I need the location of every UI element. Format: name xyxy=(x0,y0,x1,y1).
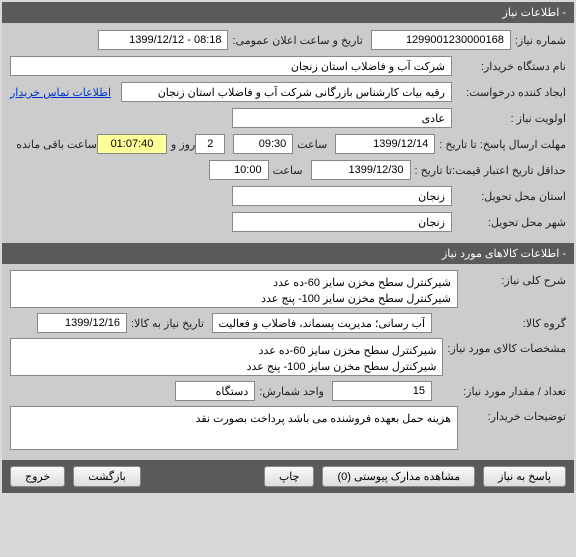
validity-label: حداقل تاریخ اعتبار قیمت: xyxy=(456,164,566,177)
section-need-info-header: - اطلاعات نیاز xyxy=(2,2,574,23)
group-field[interactable] xyxy=(212,313,432,333)
goods-form: شرح کلی نیاز: شیرکنترل سطح مخزن سایز 60-… xyxy=(2,264,574,460)
priority-label: اولویت نیاز : xyxy=(456,112,566,125)
section-goods-header: - اطلاعات کالاهای مورد نیاز xyxy=(2,243,574,264)
exit-button[interactable]: خروج xyxy=(10,466,65,487)
deadline-days-label: روز و xyxy=(171,138,195,151)
validity-time-label: ساعت xyxy=(273,164,303,177)
buyer-org-label: نام دستگاه خریدار: xyxy=(456,60,566,73)
buyer-contact-link[interactable]: اطلاعات تماس خریدار xyxy=(10,86,111,99)
deadline-label: مهلت ارسال پاسخ: تا تاریخ : xyxy=(439,138,566,151)
deadline-date-field[interactable] xyxy=(335,134,435,154)
group-label: گروه کالا: xyxy=(436,317,566,330)
delivery-city-label: شهر محل تحویل: xyxy=(456,216,566,229)
validity-to-label: تا تاریخ : xyxy=(415,164,452,177)
creator-field[interactable] xyxy=(121,82,452,102)
announce-field[interactable] xyxy=(98,30,228,50)
qty-field[interactable] xyxy=(332,381,432,401)
delivery-prov-field[interactable] xyxy=(232,186,452,206)
notes-field[interactable]: هزینه حمل بعهده فروشنده می باشد پرداخت ب… xyxy=(10,406,458,450)
spec-field[interactable]: شیرکنترل سطح مخزن سایز 60-ده عدد شیرکنتر… xyxy=(10,338,443,376)
validity-date-field[interactable] xyxy=(311,160,411,180)
deadline-time-field[interactable] xyxy=(233,134,293,154)
need-date-label: تاریخ نیاز به کالا: xyxy=(131,317,204,330)
button-bar: پاسخ به نیاز مشاهده مدارک پیوستی (0) چاپ… xyxy=(2,460,574,493)
unit-field[interactable] xyxy=(175,381,255,401)
priority-field[interactable] xyxy=(232,108,452,128)
deadline-remain-field xyxy=(97,134,167,154)
need-number-label: شماره نیاز: xyxy=(515,34,566,47)
desc-field[interactable]: شیرکنترل سطح مخزن سایز 60-ده عدد شیرکنتر… xyxy=(10,270,458,308)
deadline-remain-label: ساعت باقی مانده xyxy=(16,138,97,151)
desc-label: شرح کلی نیاز: xyxy=(462,270,566,287)
notes-label: توضیحات خریدار: xyxy=(462,406,566,423)
deadline-time-label: ساعت xyxy=(297,138,327,151)
qty-label: تعداد / مقدار مورد نیاز: xyxy=(436,385,566,398)
delivery-city-field[interactable] xyxy=(232,212,452,232)
attachments-button[interactable]: مشاهده مدارک پیوستی (0) xyxy=(322,466,475,487)
unit-label: واحد شمارش: xyxy=(259,385,324,398)
need-date-field[interactable] xyxy=(37,313,127,333)
spec-label: مشخصات کالای مورد نیاز: xyxy=(447,338,566,355)
need-number-field[interactable] xyxy=(371,30,511,50)
need-info-form: شماره نیاز: تاریخ و ساعت اعلان عمومی: نا… xyxy=(2,23,574,243)
deadline-days-field[interactable] xyxy=(195,134,225,154)
creator-label: ایجاد کننده درخواست: xyxy=(456,86,566,99)
delivery-prov-label: استان محل تحویل: xyxy=(456,190,566,203)
validity-time-field[interactable] xyxy=(209,160,269,180)
announce-label: تاریخ و ساعت اعلان عمومی: xyxy=(232,34,362,47)
back-button[interactable]: بازگشت xyxy=(73,466,141,487)
print-button[interactable]: چاپ xyxy=(264,466,315,487)
reply-button[interactable]: پاسخ به نیاز xyxy=(483,466,566,487)
buyer-org-field[interactable] xyxy=(10,56,452,76)
